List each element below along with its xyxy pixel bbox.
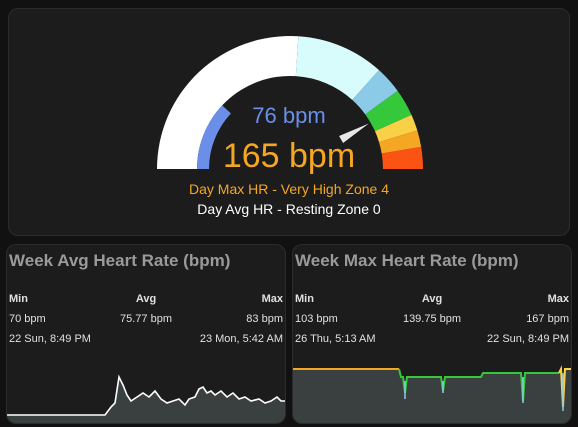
stats-value-row: 103 bpm 139.75 bpm 167 bpm	[295, 313, 569, 327]
max-value: 167 bpm	[526, 313, 569, 325]
avg-header: Avg	[421, 293, 443, 305]
max-needle	[339, 123, 369, 143]
min-header: Min	[295, 293, 314, 305]
min-header: Min	[9, 293, 28, 305]
avg-value: 139.75 bpm	[402, 313, 462, 325]
day-max-hr-value: 165 bpm	[222, 137, 356, 175]
card-title: Week Max Heart Rate (bpm)	[295, 251, 519, 270]
week-max-sparkline	[293, 365, 571, 423]
min-value: 70 bpm	[9, 313, 46, 325]
gauge-segment-3	[365, 90, 412, 132]
stats-time-row: 22 Sun, 8:49 PM 23 Mon, 5:42 AM	[9, 333, 283, 347]
min-time: 26 Thu, 5:13 AM	[295, 333, 376, 345]
gauge-segment-5	[379, 130, 422, 154]
heart-rate-gauge-card[interactable]: 76 bpm 165 bpm Day Max HR - Very High Zo…	[8, 8, 570, 236]
gauge-segment-2	[352, 70, 398, 115]
gauge-segment-4	[374, 114, 418, 143]
max-value: 83 bpm	[246, 313, 283, 325]
gauge-segment-0	[157, 35, 299, 170]
gauge-segment-6	[381, 146, 423, 169]
week-avg-sparkline	[7, 374, 285, 423]
stats-header-row: Min Avg Max	[295, 293, 569, 307]
stats-time-row: 26 Thu, 5:13 AM 22 Sun, 8:49 PM	[295, 333, 569, 347]
sparkline-fill	[293, 369, 571, 423]
min-value: 103 bpm	[295, 313, 338, 325]
avg-value: 75.77 bpm	[120, 313, 172, 325]
stats-value-row: 70 bpm 75.77 bpm 83 bpm	[9, 313, 283, 327]
avg-indicator-band	[197, 105, 231, 169]
max-time: 23 Mon, 5:42 AM	[199, 333, 283, 345]
card-title: Week Avg Heart Rate (bpm)	[9, 251, 231, 270]
day-avg-hr-value: 76 bpm	[252, 103, 326, 128]
min-time: 22 Sun, 8:49 PM	[9, 333, 91, 345]
avg-header: Avg	[135, 293, 157, 305]
day-max-hr-zone-label: Day Max HR - Very High Zone 4	[189, 181, 389, 197]
day-avg-hr-zone-label: Day Avg HR - Resting Zone 0	[197, 201, 381, 217]
heart-rate-gauge	[157, 35, 423, 170]
max-time: 22 Sun, 8:49 PM	[487, 333, 569, 345]
week-avg-heart-rate-card[interactable]: Week Avg Heart Rate (bpm) Min Avg Max 70…	[6, 244, 286, 424]
week-max-heart-rate-card[interactable]: Week Max Heart Rate (bpm) Min Avg Max 10…	[292, 244, 572, 424]
max-header: Max	[547, 293, 569, 305]
max-header: Max	[261, 293, 283, 305]
sparkline-fill	[7, 377, 285, 423]
stats-header-row: Min Avg Max	[9, 293, 283, 307]
sparkline-line	[7, 374, 285, 416]
sparkline-dips	[404, 373, 564, 411]
gauge-segment-1	[295, 36, 379, 100]
